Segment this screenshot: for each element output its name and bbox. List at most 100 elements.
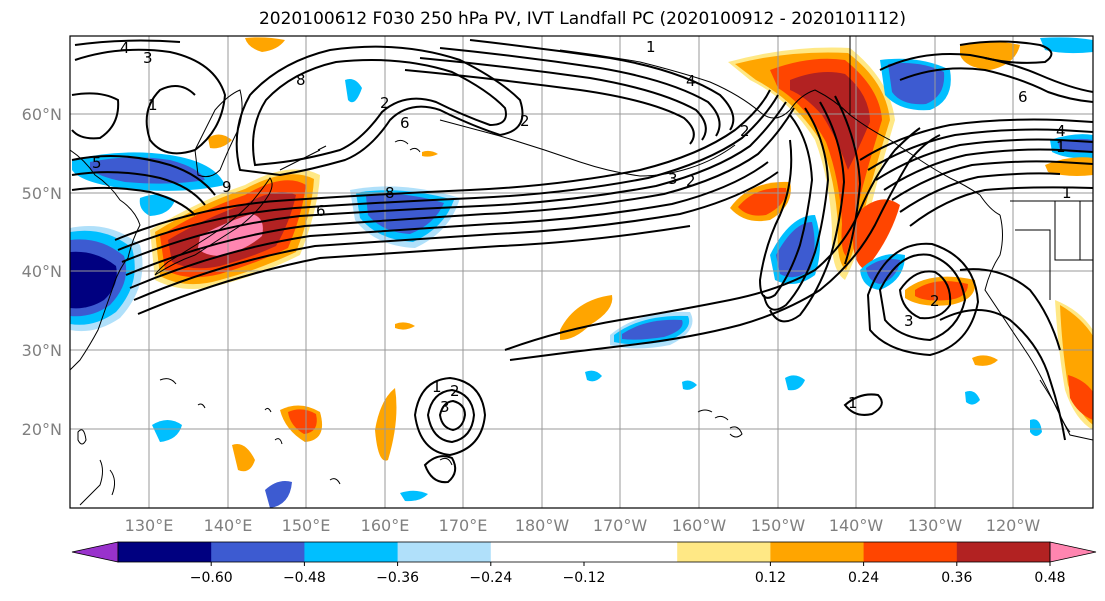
pv-negative-region — [585, 370, 602, 382]
colorbar-extend-max — [1049, 541, 1097, 563]
ivt-contour — [71, 155, 216, 196]
ivt-contour — [114, 89, 771, 241]
ivt-contour — [71, 171, 206, 206]
map-title: 2020100612 F030 250 hPa PV, IVT Landfall… — [258, 9, 906, 29]
ivt-contour — [899, 172, 1061, 213]
pv-positive-region — [852, 199, 900, 270]
contour-label: 1 — [432, 378, 442, 396]
contour-label: 4 — [120, 39, 130, 57]
ivt-contour — [252, 58, 507, 167]
ivt-contour — [875, 138, 1093, 181]
contour-label: 6 — [316, 202, 326, 220]
contour-label: 1 — [1062, 184, 1072, 202]
pv-negative-region — [1030, 419, 1042, 436]
coastline-philippines — [79, 459, 116, 506]
coastline-hawaii — [697, 409, 743, 438]
colorbar-extend-min — [71, 541, 119, 563]
contour-label: 3 — [440, 398, 450, 416]
ivt-contour — [834, 95, 862, 265]
pv-negative-region — [345, 79, 362, 103]
contour-label: 8 — [385, 184, 395, 202]
colorbar-tick-label: 0.24 — [848, 570, 879, 586]
coastline-asia — [70, 149, 141, 371]
ivt-contour — [133, 171, 779, 301]
contour-label: 1 — [148, 96, 158, 114]
pv-negative-region — [90, 157, 205, 184]
ivt-contour — [859, 118, 1093, 161]
ivt-contour — [74, 48, 227, 155]
colorbar-tick-label: 0.48 — [1034, 570, 1065, 586]
ivt-contour — [71, 186, 196, 216]
ivt-contour — [898, 270, 952, 320]
contour-label: 3 — [904, 312, 914, 330]
lat-label: 30°N — [22, 341, 62, 360]
lon-label: 130°W — [908, 516, 963, 535]
pv-positive-region — [375, 388, 397, 461]
ivt-contour — [769, 101, 846, 323]
colorbar-segment — [677, 542, 771, 562]
pv-positive-region — [738, 187, 787, 216]
contour-label: 4 — [686, 72, 696, 90]
colorbar: −0.60 −0.48 −0.36 −0.24 −0.12 0.12 0.24 0.36 0.4… — [71, 541, 1097, 586]
ivt-contour — [121, 101, 787, 263]
ivt-contour — [959, 268, 1061, 351]
longitude-labels: 130°E 140°E 150°E 160°E 170°E 180°W 170°… — [125, 516, 1041, 535]
contour-label: 8 — [296, 71, 306, 89]
lon-label: 140°W — [829, 516, 884, 535]
colorbar-tick-label: 0.36 — [941, 570, 972, 586]
ivt-contour — [899, 67, 1093, 103]
lon-label: 120°W — [986, 516, 1041, 535]
ivt-contour — [117, 94, 779, 251]
colorbar-tick-label: −0.12 — [563, 570, 606, 586]
ivt-contour — [235, 45, 524, 177]
contour-label: 2 — [740, 122, 750, 140]
lon-label: 170°E — [439, 516, 488, 535]
pv-negative-region — [965, 391, 980, 405]
colorbar-tick-label: −0.24 — [469, 570, 512, 586]
ivt-contour — [71, 92, 120, 140]
pv-negative-region — [70, 251, 117, 309]
ivt-contour — [866, 242, 980, 357]
lat-label: 20°N — [22, 420, 62, 439]
contour-label: 9 — [222, 178, 232, 196]
ivt-contour — [426, 388, 476, 444]
colorbar-segment — [397, 542, 492, 562]
pv-positive-region — [245, 37, 285, 52]
contour-label: 5 — [92, 154, 102, 172]
ivt-contour — [137, 225, 691, 315]
coastline-island — [159, 378, 453, 485]
ivt-contour — [909, 186, 1093, 227]
pv-negative-region — [888, 63, 945, 105]
pv-negative-region — [622, 319, 683, 340]
ivt-contour — [509, 134, 941, 361]
lon-label: 140°E — [204, 516, 253, 535]
ivt-contour — [129, 161, 769, 289]
ivt-contour — [891, 160, 1093, 201]
ivt-contour — [423, 455, 457, 484]
lat-label: 60°N — [22, 105, 62, 124]
contour-label: 6 — [400, 114, 410, 132]
colorbar-segment — [863, 542, 958, 562]
contour-label: 2 — [380, 94, 390, 112]
ivt-contour — [419, 57, 707, 141]
colorbar-ticks: −0.60 −0.48 −0.36 −0.24 −0.12 0.12 0.24 0.36 0.4… — [190, 562, 1066, 586]
coastline-aleutians — [439, 119, 736, 177]
ivt-contour — [939, 309, 1066, 441]
contour-label: 2 — [930, 292, 940, 310]
lon-label: 150°W — [751, 516, 806, 535]
pv-positive-region — [1068, 375, 1093, 420]
pv-negative-region — [776, 222, 815, 278]
map-plot-area: 4 3 1 5 9 6 8 2 6 8 2 1 4 2 3 2 6 4 1 1 … — [70, 36, 1093, 508]
pv-negative-region — [1040, 37, 1093, 54]
ivt-contour — [504, 127, 921, 351]
ivt-contour — [763, 107, 830, 311]
contour-label: 6 — [1018, 88, 1028, 106]
lon-label: 130°E — [125, 516, 174, 535]
ivt-contour — [469, 39, 735, 131]
coastline-bering-islands — [394, 139, 421, 153]
pv-negative-region — [152, 420, 182, 442]
contour-label: 1 — [1056, 138, 1066, 156]
contour-label: 1 — [646, 38, 656, 56]
coastline-taiwan — [77, 429, 87, 445]
